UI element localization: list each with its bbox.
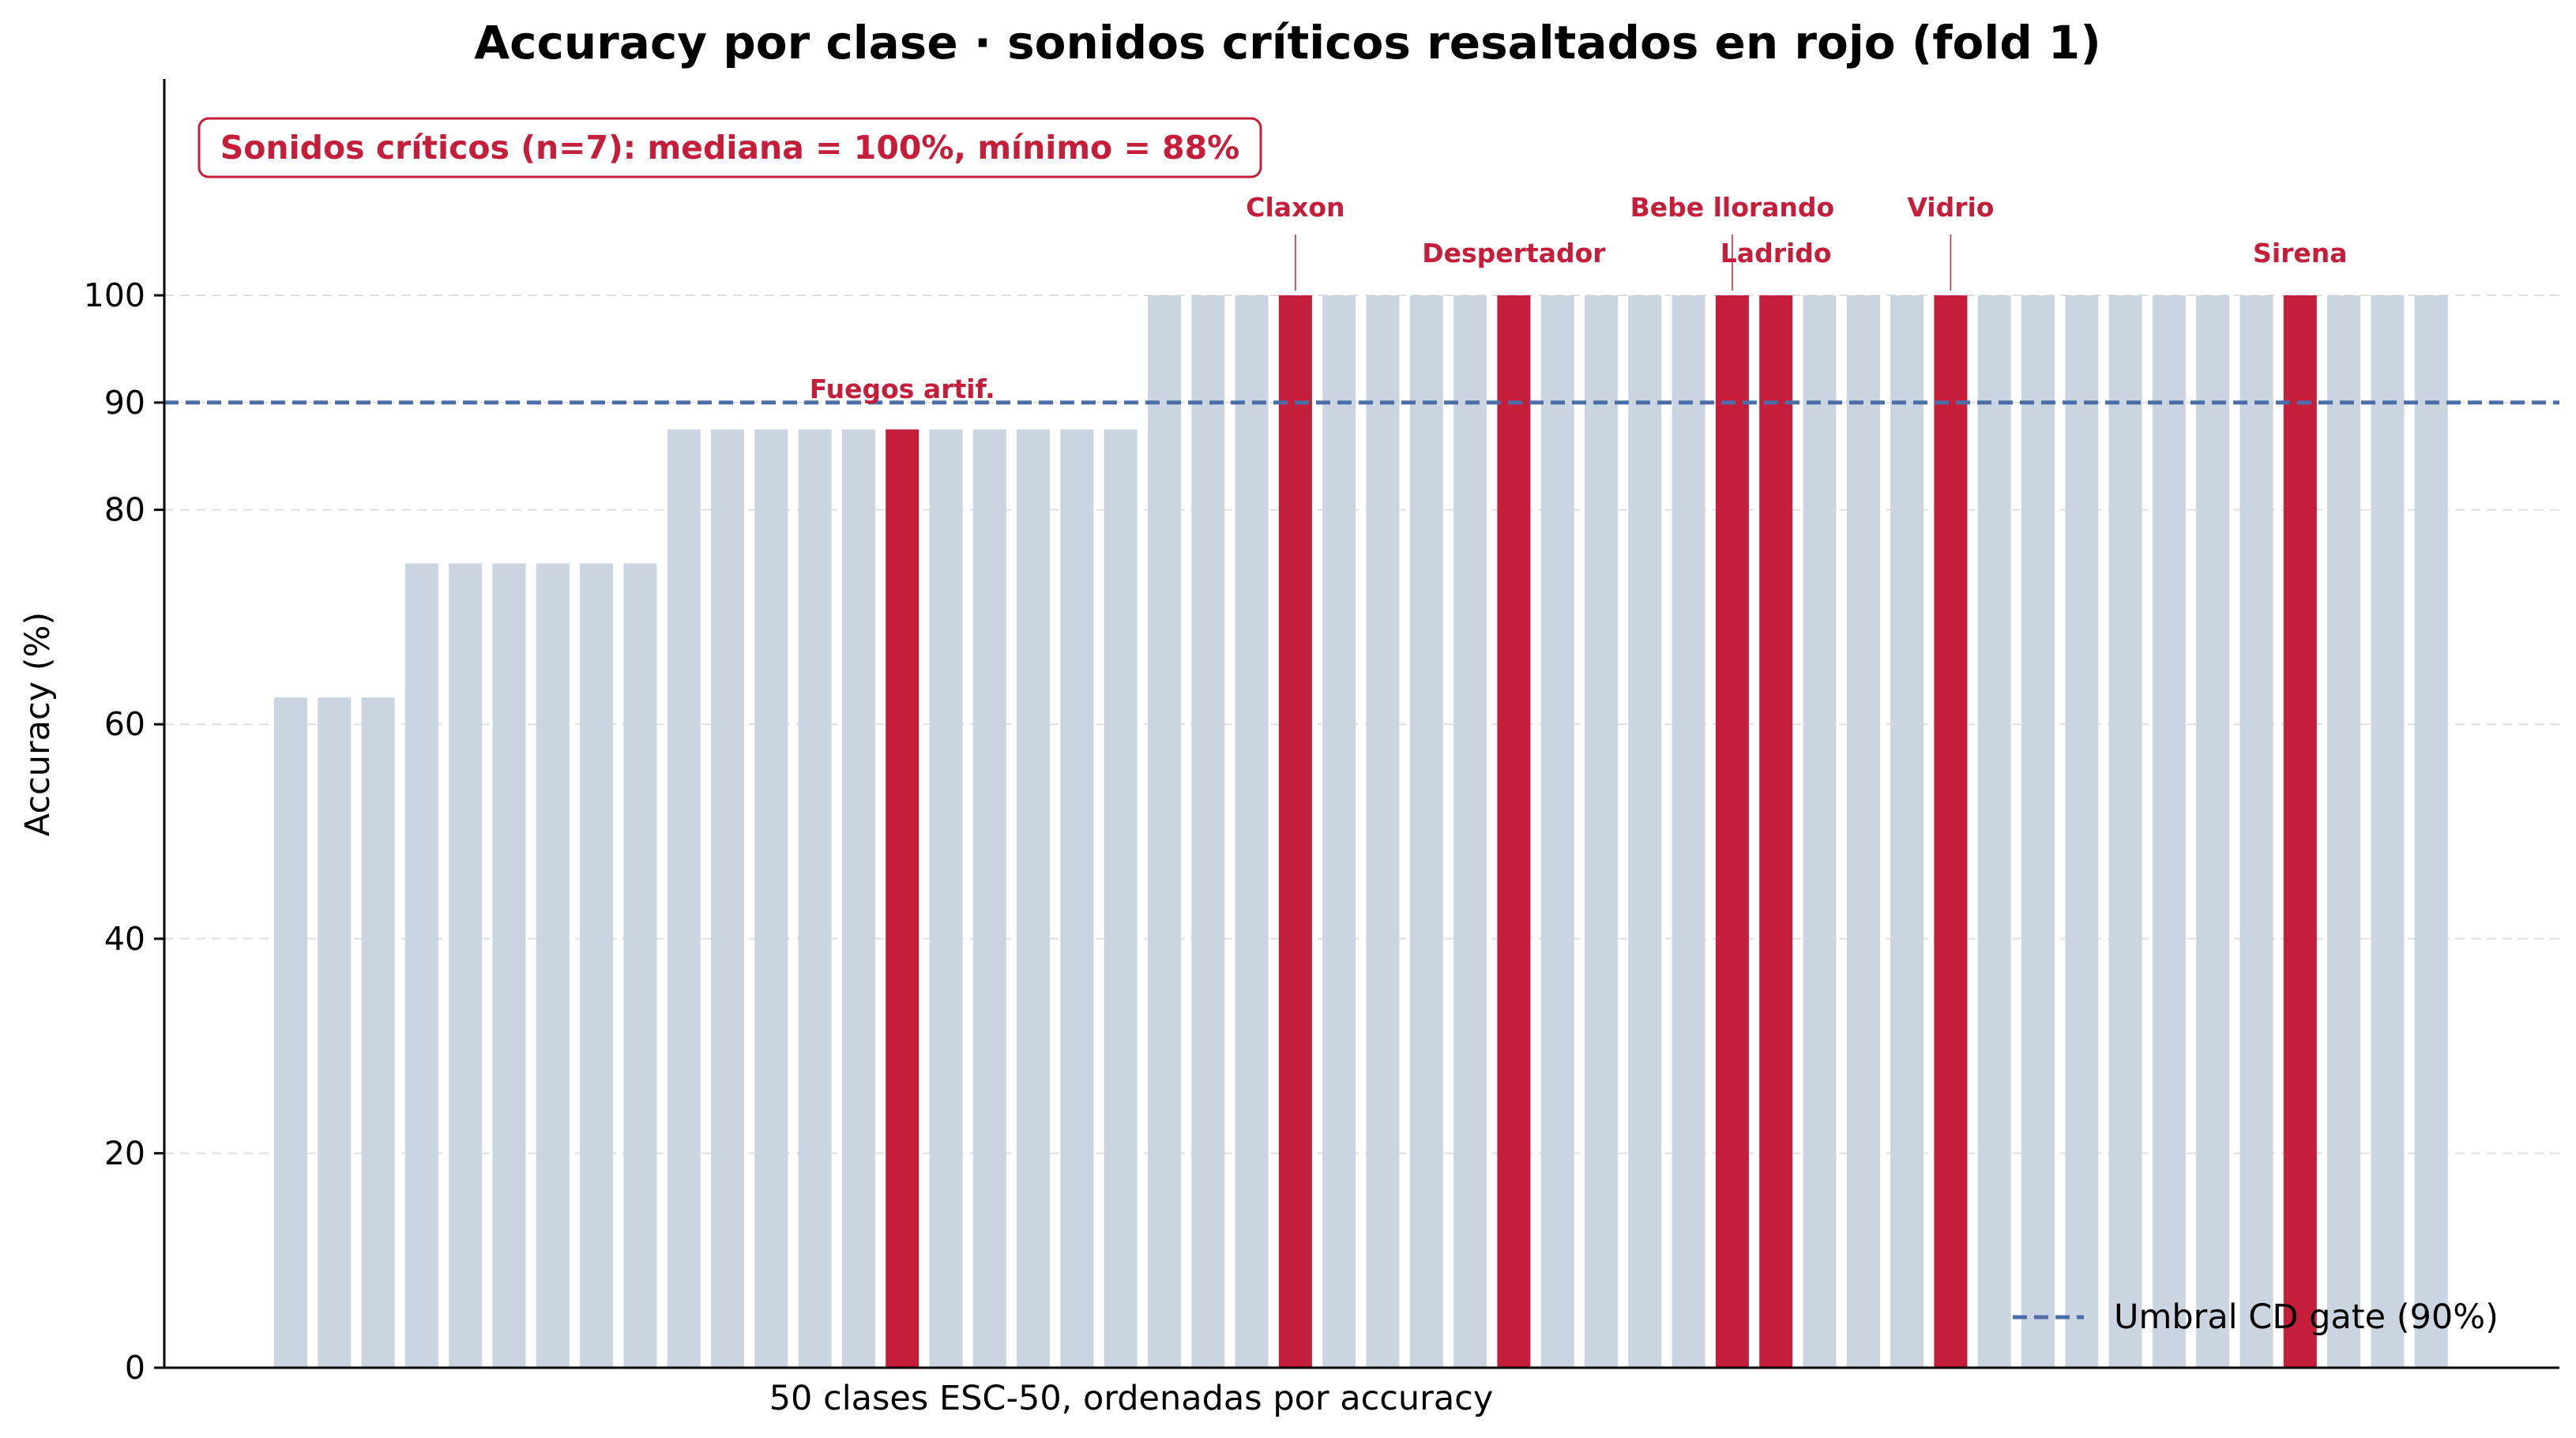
summary-box: Sonidos críticos (n=7): mediana = 100%, … (197, 117, 1262, 178)
bar (754, 429, 788, 1368)
y-axis-label: Accuracy (%) (18, 612, 58, 836)
chart-title: Accuracy por clase · sonidos críticos re… (474, 16, 2101, 69)
bar (1453, 295, 1487, 1368)
critical-annotations: Fuegos artif. Claxon Despertador Bebe llora… (810, 192, 2348, 404)
bar (667, 429, 701, 1368)
bar (1672, 295, 1705, 1368)
critical-label: Claxon (1246, 192, 1344, 223)
bar (623, 563, 657, 1368)
bar (1366, 295, 1400, 1368)
legend: Umbral CD gate (90%) (2013, 1297, 2499, 1337)
bar (929, 429, 963, 1368)
bar (536, 563, 570, 1368)
bar (1409, 295, 1443, 1368)
bar (1977, 295, 2011, 1368)
bar (2152, 295, 2186, 1368)
bar (1628, 295, 1662, 1368)
bar (1846, 295, 1880, 1368)
critical-label: Vidrio (1907, 192, 1994, 223)
bar (449, 563, 483, 1368)
y-tick-label: 100 (84, 276, 145, 314)
summary-box-frame (197, 117, 1262, 178)
bar (2371, 295, 2405, 1368)
bar (2196, 295, 2230, 1368)
bar (492, 563, 526, 1368)
bar (2327, 295, 2361, 1368)
critical-label: Sirena (2253, 238, 2348, 268)
bar (2108, 295, 2142, 1368)
critical-bar (1715, 295, 1749, 1368)
y-tick-label: 60 (104, 705, 145, 743)
y-tick-label: 40 (104, 920, 145, 958)
summary-text: Sonidos críticos (n=7): mediana = 100%, … (220, 129, 1240, 167)
bar (580, 563, 614, 1368)
bar (2414, 295, 2448, 1368)
bar (2021, 295, 2055, 1368)
y-ticks: 0 20 40 60 80 90 100 (84, 276, 164, 1387)
critical-label: Fuegos artif. (810, 374, 995, 404)
bar (361, 697, 395, 1368)
bar (2065, 295, 2099, 1368)
critical-label: Ladrido (1720, 238, 1832, 268)
bar (972, 429, 1006, 1368)
bar (841, 429, 875, 1368)
bar (1060, 429, 1094, 1368)
y-tick-label: 80 (104, 491, 145, 529)
critical-label: Despertador (1422, 238, 1606, 268)
y-tick-label: 20 (104, 1134, 145, 1172)
critical-bar (1759, 295, 1793, 1368)
bar (1803, 295, 1837, 1368)
y-tick-label: 0 (125, 1349, 145, 1387)
x-axis-label: 50 clases ESC-50, ordenadas por accuracy (769, 1379, 1494, 1418)
legend-threshold-label: Umbral CD gate (90%) (2114, 1297, 2499, 1337)
bar (1890, 295, 1924, 1368)
bar (1017, 429, 1051, 1368)
critical-bar (1278, 295, 1312, 1368)
bar (798, 429, 832, 1368)
bar (2239, 295, 2273, 1368)
y-tick-label: 90 (104, 384, 145, 422)
bar (274, 697, 307, 1368)
bar (711, 429, 744, 1368)
bar (1191, 295, 1225, 1368)
bar (1235, 295, 1269, 1368)
critical-bar (886, 429, 919, 1368)
bars (274, 295, 2448, 1368)
bar (404, 563, 438, 1368)
bar (1104, 429, 1138, 1368)
bar (1585, 295, 1618, 1368)
bar (1148, 295, 1181, 1368)
critical-bar (2283, 295, 2317, 1368)
critical-bar (1497, 295, 1531, 1368)
critical-bar (1934, 295, 1968, 1368)
bar (318, 697, 352, 1368)
bar (1540, 295, 1574, 1368)
critical-label: Bebe llorando (1630, 192, 1835, 223)
bar (1322, 295, 1356, 1368)
